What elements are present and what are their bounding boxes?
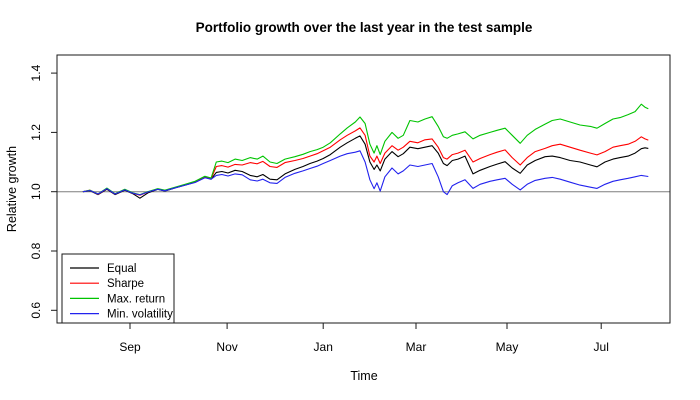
x-tick-label-jan: Jan [314,340,333,354]
legend-label-sharpe: Sharpe [107,278,144,290]
x-axis-label: Time [350,369,377,383]
x-tick-label-may: May [496,340,519,354]
x-tick-label-jul: Jul [594,340,609,354]
x-tick-label-sep: Sep [119,340,141,354]
chart-title: Portfolio growth over the last year in t… [196,20,533,35]
legend-label-equal: Equal [107,263,136,275]
legend-box [61,253,175,324]
series-line-max-return [82,103,649,196]
y-tick-label-1.4: 1.4 [29,64,43,81]
legend-label-max-return: Max. return [107,293,165,305]
series-line-sharpe [82,127,649,196]
y-tick-label-0.8: 0.8 [29,242,43,259]
x-tick-label-nov: Nov [216,340,237,354]
plot-area-box [56,54,671,324]
x-tick-label-mar: Mar [406,340,427,354]
plot-content: Sep Nov Jan Mar May Jul 0.6 0.8 1.0 1.2 1.4 Equal Sh… [29,64,670,354]
series-line-min-volatility [82,150,649,196]
legend-label-min-volatility: Min. volatility [107,309,173,321]
y-tick-label-0.6: 0.6 [29,302,43,319]
y-tick-label-1.0: 1.0 [29,183,43,200]
y-tick-label-1.2: 1.2 [29,124,43,141]
y-axis-label: Relative growth [5,146,19,232]
